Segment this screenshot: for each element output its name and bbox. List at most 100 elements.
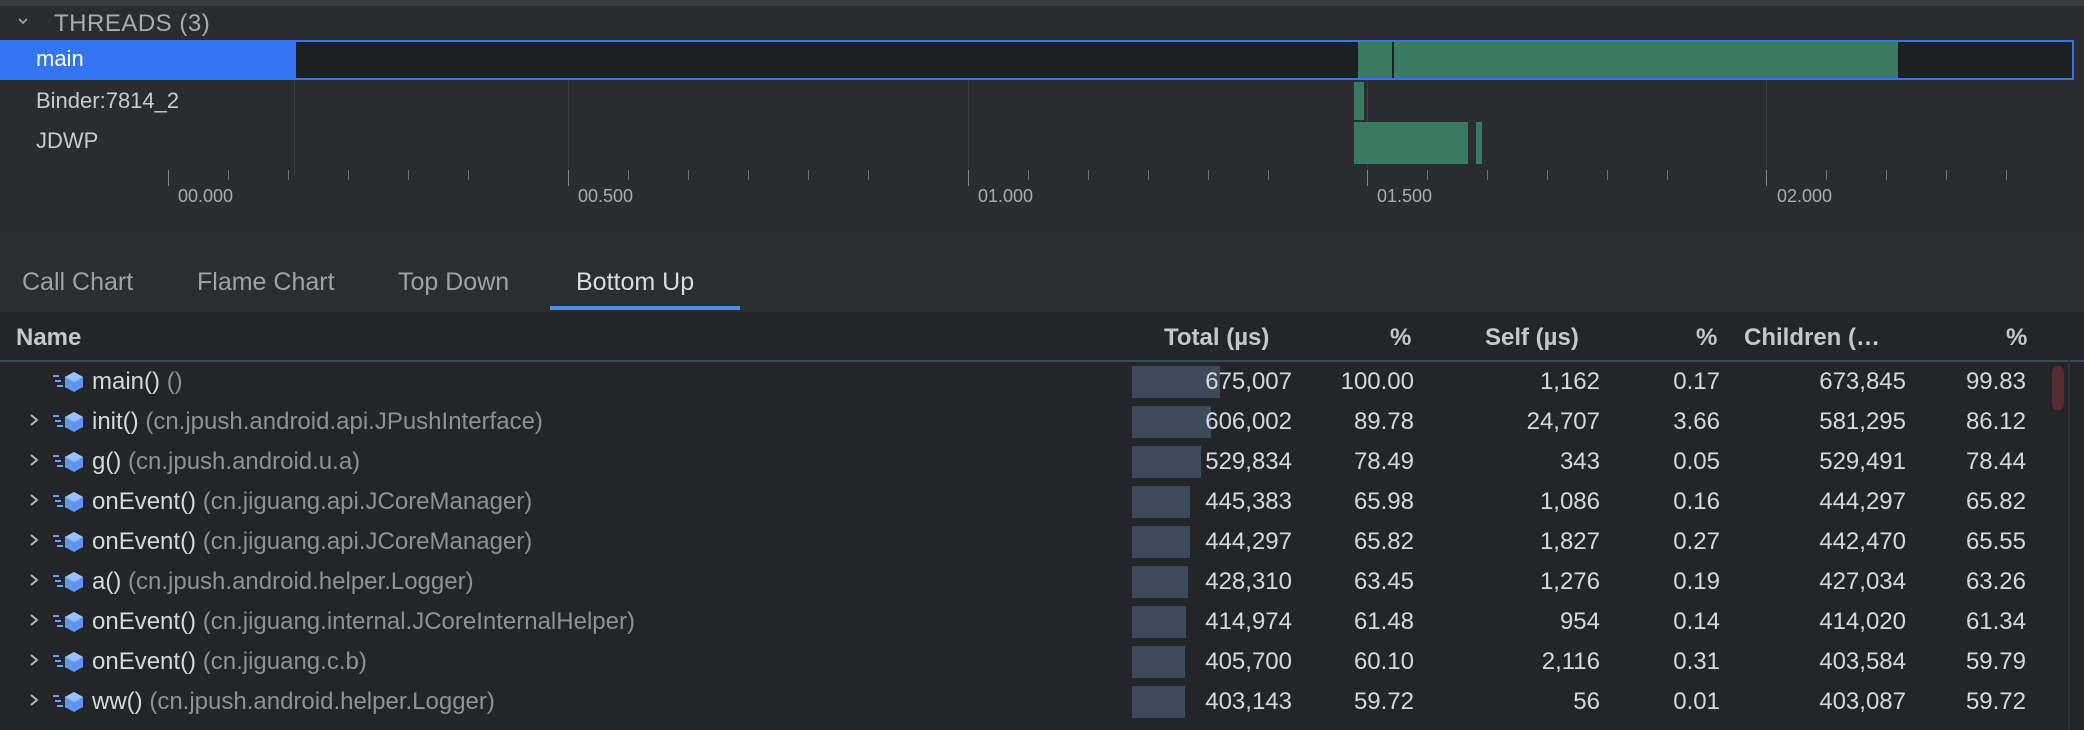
table-row[interactable]: main() () 675,007 100.00 1,162 0.17 673,845 99…	[0, 362, 2070, 402]
table-row[interactable]: ww() (cn.jpush.android.helper.Logger) 403…	[0, 682, 2070, 722]
table-row[interactable]: init() (cn.jpush.android.api.JPushInterf…	[0, 402, 2070, 442]
total-percent-bar	[1132, 446, 1201, 478]
chevron-right-icon[interactable]	[28, 454, 40, 466]
thread-track-main[interactable]	[294, 40, 2074, 80]
ruler-tick	[1886, 170, 1887, 180]
chevron-down-icon[interactable]	[18, 16, 28, 26]
method-name: init() (cn.jpush.android.api.JPushInterf…	[92, 408, 543, 436]
ruler-tick	[1487, 170, 1488, 180]
table-row[interactable]: onEvent() (cn.jiguang.internal.JCoreInte…	[0, 602, 2070, 642]
total-time: 444,297	[1205, 528, 1292, 555]
table-row[interactable]: onEvent() (cn.jiguang.c.b) 405,700 60.10 2,…	[0, 642, 2070, 682]
children-percent: 99.83	[1965, 368, 2026, 395]
ruler-tick	[1607, 170, 1608, 180]
column-header-total[interactable]: Total (µs)	[1164, 324, 1270, 351]
column-header-self[interactable]: Self (µs)	[1485, 324, 1579, 351]
column-header-name[interactable]: Name	[16, 324, 82, 351]
self-percent: 0.31	[1673, 648, 1720, 675]
method-class: (cn.jpush.android.u.a)	[128, 448, 361, 475]
children-time: 444,297	[1819, 488, 1906, 515]
chevron-right-icon[interactable]	[28, 614, 40, 626]
tab-call-chart[interactable]: Call Chart	[22, 268, 134, 296]
ruler-tick	[1547, 170, 1548, 180]
children-time: 581,295	[1819, 408, 1906, 435]
self-time: 1,276	[1539, 568, 1600, 595]
chevron-right-icon[interactable]	[28, 574, 40, 586]
chevron-right-icon[interactable]	[28, 654, 40, 666]
method-node-icon	[53, 692, 83, 712]
ruler-tick	[1946, 170, 1947, 180]
method-node-icon	[53, 492, 83, 512]
method-label: g()	[92, 448, 122, 475]
self-time: 56	[1573, 688, 1600, 715]
vertical-scrollbar[interactable]	[2052, 366, 2064, 410]
activity-segment	[1358, 42, 1392, 78]
children-time: 414,020	[1819, 608, 1906, 635]
method-class: (cn.jiguang.api.JCoreManager)	[202, 488, 533, 515]
chevron-right-icon[interactable]	[28, 494, 40, 506]
ruler-label: 00.500	[578, 186, 634, 206]
method-node-icon	[53, 532, 83, 552]
self-percent: 0.05	[1673, 448, 1720, 475]
ruler-tick	[1088, 170, 1089, 180]
total-percent: 63.45	[1353, 568, 1414, 595]
ruler-tick	[868, 170, 869, 180]
activity-segment	[1476, 122, 1482, 164]
ruler-tick	[1766, 170, 1767, 186]
method-label: onEvent()	[92, 608, 197, 635]
ruler-tick	[1268, 170, 1269, 180]
threads-section-header[interactable]: THREADS (3)	[0, 6, 2084, 42]
self-percent: 0.27	[1673, 528, 1720, 555]
total-time: 675,007	[1205, 368, 1292, 395]
total-time: 403,143	[1205, 688, 1292, 715]
self-time: 24,707	[1526, 408, 1600, 435]
ruler-tick	[1427, 170, 1428, 180]
ruler-tick	[748, 170, 749, 180]
thread-label-binder: Binder:7814_2	[36, 88, 180, 113]
column-header-children[interactable]: Children (…	[1744, 324, 1880, 351]
column-header-children-pct[interactable]: %	[2006, 324, 2028, 351]
method-name: ww() (cn.jpush.android.helper.Logger)	[92, 688, 495, 716]
threads-title: THREADS (3)	[54, 10, 211, 37]
ruler-tick	[1826, 170, 1827, 180]
chevron-right-icon[interactable]	[28, 694, 40, 706]
thread-row-binder[interactable]: Binder:7814_2	[0, 82, 2084, 122]
time-ruler: 00.000 00.500 01.000 01.500 02.000	[0, 170, 2084, 210]
method-class: (cn.jpush.android.helper.Logger)	[128, 568, 474, 595]
total-percent: 60.10	[1353, 648, 1414, 675]
table-row[interactable]: onEvent() (cn.jiguang.api.JCoreManager) 4…	[0, 482, 2070, 522]
ruler-tick	[628, 170, 629, 180]
column-header-total-pct[interactable]: %	[1390, 324, 1412, 351]
children-time: 403,087	[1819, 688, 1906, 715]
thread-row-main[interactable]: main	[0, 40, 2084, 80]
method-class: ()	[166, 368, 183, 395]
timeline-gridline	[1367, 42, 1368, 174]
table-row[interactable]: a() (cn.jpush.android.helper.Logger) 428,…	[0, 562, 2070, 602]
table-row[interactable]: onEvent() (cn.jiguang.api.JCoreManager) 4…	[0, 522, 2070, 562]
ruler-tick	[168, 170, 169, 186]
method-class: (cn.jiguang.internal.JCoreInternalHelper…	[202, 608, 635, 635]
activity-segment	[1354, 122, 1468, 164]
method-class: (cn.jpush.android.helper.Logger)	[149, 688, 495, 715]
self-percent: 3.66	[1673, 408, 1720, 435]
self-percent: 0.01	[1673, 688, 1720, 715]
tab-flame-chart[interactable]: Flame Chart	[197, 268, 335, 296]
tab-top-down[interactable]: Top Down	[398, 268, 510, 296]
self-percent: 0.16	[1673, 488, 1720, 515]
ruler-tick	[288, 170, 289, 180]
children-percent: 59.79	[1965, 648, 2026, 675]
method-label: a()	[92, 568, 122, 595]
self-time: 1,827	[1539, 528, 1600, 555]
timeline-gridline	[568, 42, 569, 174]
method-label: onEvent()	[92, 488, 197, 515]
children-percent: 65.55	[1965, 528, 2026, 555]
column-header-self-pct[interactable]: %	[1696, 324, 1718, 351]
method-node-icon	[53, 612, 83, 632]
total-percent: 61.48	[1353, 608, 1414, 635]
tab-bottom-up[interactable]: Bottom Up	[576, 268, 695, 296]
activity-segment	[1354, 82, 1364, 120]
table-row[interactable]: g() (cn.jpush.android.u.a) 529,834 78.49 34…	[0, 442, 2070, 482]
thread-row-jdwp[interactable]: JDWP	[0, 122, 2084, 164]
chevron-right-icon[interactable]	[28, 534, 40, 546]
chevron-right-icon[interactable]	[28, 414, 40, 426]
